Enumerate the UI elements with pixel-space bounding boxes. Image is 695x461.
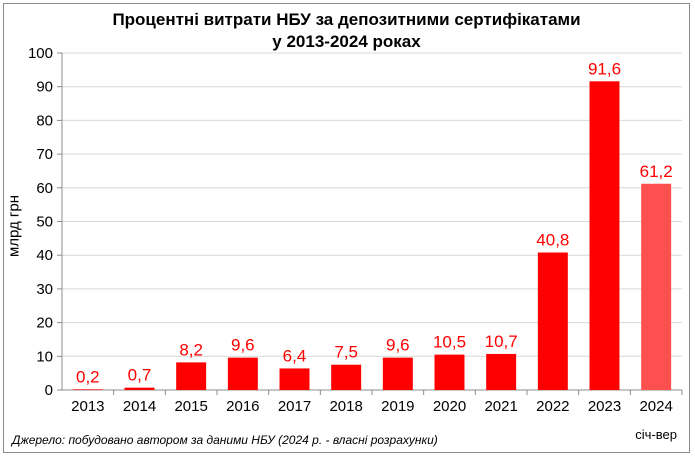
x-tick-label: 2020 <box>433 398 466 415</box>
bar <box>279 368 310 390</box>
x-tick-label: 2024 <box>639 398 672 415</box>
bar <box>641 183 672 390</box>
data-label: 61,2 <box>640 162 673 181</box>
bar <box>227 357 258 390</box>
y-tick-label: 30 <box>36 281 53 298</box>
y-tick-label: 50 <box>36 214 53 231</box>
y-tick-label: 80 <box>36 112 53 129</box>
data-label: 40,8 <box>536 231 569 250</box>
data-label: 9,6 <box>231 336 255 355</box>
y-tick-label: 10 <box>36 348 53 365</box>
y-tick-label: 60 <box>36 180 53 197</box>
bar <box>382 357 413 390</box>
data-label: 0,7 <box>128 366 152 385</box>
x-tick-label: 2021 <box>484 398 517 415</box>
x-tick-label: 2022 <box>536 398 569 415</box>
y-tick-label: 0 <box>45 382 53 399</box>
chart-title: Процентні витрати НБУ за депозитними сер… <box>112 10 581 29</box>
bar <box>537 252 568 390</box>
bar <box>331 364 362 390</box>
chart-subtitle: у 2013-2024 роках <box>272 32 421 51</box>
y-tick-label: 40 <box>36 247 53 264</box>
bar <box>486 353 517 390</box>
y-tick-label: 20 <box>36 315 53 332</box>
x-tick-label: 2023 <box>588 398 621 415</box>
data-label: 6,4 <box>283 346 307 365</box>
data-label: 10,5 <box>433 333 466 352</box>
chart-frame: 0 10 20 30 40 50 60 70 80 90 100 2013 0,2 2014 0,7 2015… <box>3 3 690 453</box>
y-axis-label: млрд грн <box>5 194 23 258</box>
period-note: січ-вер <box>635 427 677 442</box>
x-tick-label: 2018 <box>329 398 362 415</box>
chart-svg: 0 10 20 30 40 50 60 70 80 90 100 2013 0,2 2014 0,7 2015… <box>28 45 683 415</box>
bar <box>124 387 155 390</box>
bar <box>176 362 207 390</box>
x-tick-label: 2017 <box>278 398 311 415</box>
x-tick-label: 2015 <box>174 398 207 415</box>
y-tick-label: 70 <box>36 146 53 163</box>
data-label: 8,2 <box>179 340 203 359</box>
bar <box>434 354 465 390</box>
data-label: 91,6 <box>588 59 621 78</box>
x-tick-label: 2013 <box>71 398 104 415</box>
data-label: 9,6 <box>386 336 410 355</box>
y-tick-label: 100 <box>28 45 53 62</box>
data-label: 10,7 <box>485 332 518 351</box>
data-label: 7,5 <box>334 343 358 362</box>
y-tick-label: 90 <box>36 79 53 96</box>
bar <box>589 81 620 391</box>
source-note: Джерело: побудовано автором за даними НБ… <box>12 433 438 447</box>
data-label: 0,2 <box>76 367 100 386</box>
x-tick-label: 2014 <box>123 398 156 415</box>
x-tick-label: 2019 <box>381 398 414 415</box>
bar <box>72 389 103 390</box>
x-tick-label: 2016 <box>226 398 259 415</box>
